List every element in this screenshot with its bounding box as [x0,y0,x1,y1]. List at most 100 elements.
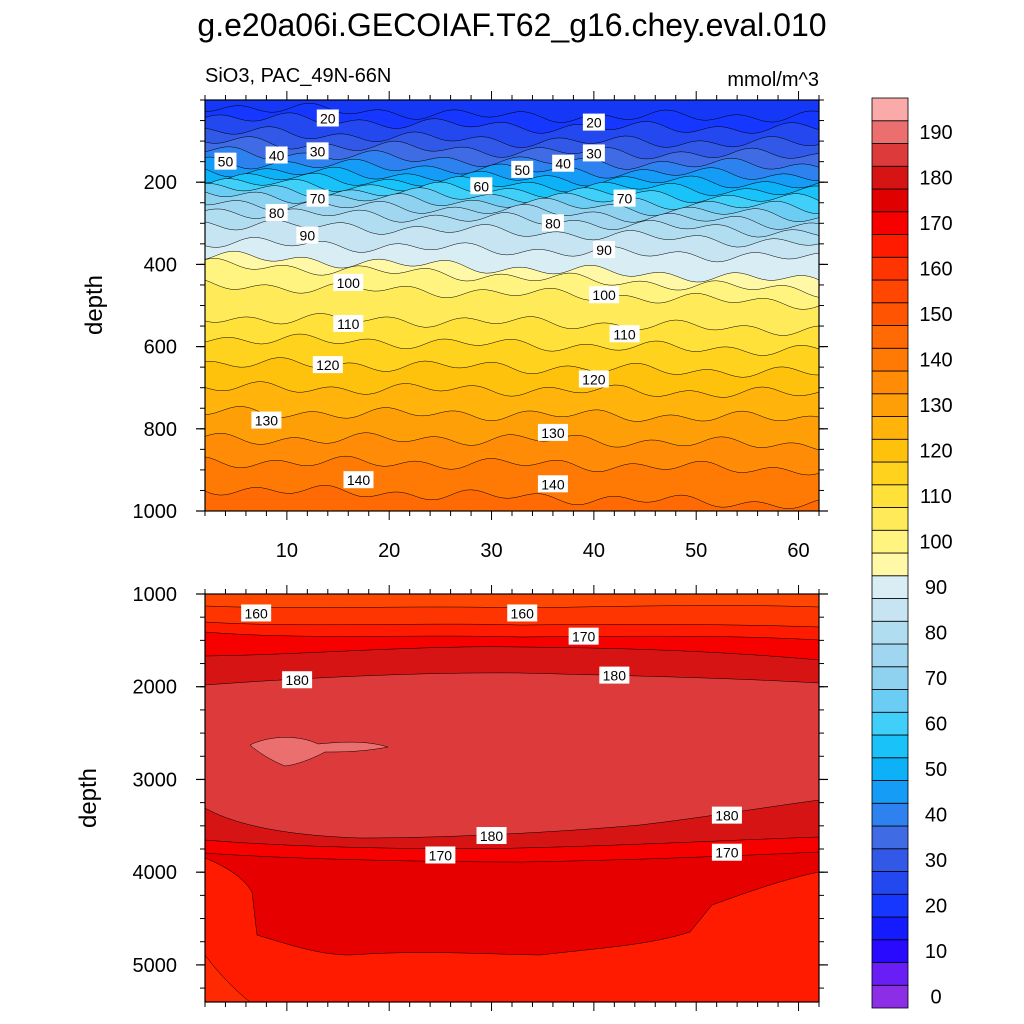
colorbar-swatch-160 [871,256,909,281]
x-tick-label: 40 [583,540,605,562]
upper-contour-label-16-text: 100 [592,287,616,303]
upper-contour-label-1-text: 20 [586,115,602,131]
y-tick-label: 4000 [133,862,178,884]
y-tick-label: 1000 [133,501,178,523]
colorbar-swatch-110 [871,484,909,508]
x-tick-label: 50 [685,540,707,562]
colorbar-swatch-90 [871,575,909,599]
colorbar-swatch-195 [871,97,909,122]
lower-contour-label-0: 160 [241,604,272,622]
upper-contour-label-19-text: 120 [316,357,340,373]
lower-contour-label-4-box [599,666,630,684]
upper-contour-label-13-text: 90 [300,228,316,244]
lower-contour-label-4: 180 [599,666,630,684]
upper-contour-label-3-text: 30 [586,145,602,161]
lower-contour-label-8-box [711,843,742,861]
colorbar-swatch-135 [871,370,909,395]
colorbar-swatch-0 [871,984,909,1009]
upper-ylabel: depth [81,275,108,335]
upper-contour-label-11: 80 [265,204,288,222]
colorbar-swatch-70 [871,666,909,690]
lower-ylabel: depth [75,768,102,828]
colorbar-swatch-170 [871,211,909,235]
y-tick-label: 2000 [133,677,178,699]
colorbar-label: 140 [919,350,952,372]
colorbar-label: 160 [919,259,952,281]
colorbar-label: 190 [919,122,952,144]
y-tick-label: 3000 [133,769,178,791]
upper-contour-label-2: 30 [306,142,329,160]
lower-fill-180 [205,672,819,839]
lower-contour-label-1-text: 160 [511,605,535,621]
subtitle-right: mmol/m^3 [727,69,819,91]
colorbar-swatch-60 [871,711,909,736]
upper-contour-label-7: 50 [511,160,534,178]
upper-contour-label-13-box [296,226,319,244]
colorbar-swatch-85 [871,598,909,622]
upper-contour-label-17-box [333,314,364,332]
upper-contour-label-8-box [470,177,493,195]
colorbar-swatch-95 [871,552,909,577]
lower-contour-label-5: 180 [476,827,507,845]
colorbar-swatch-140 [871,347,909,372]
x-tick-label: 20 [378,540,400,562]
upper-contour-label-21-box [251,411,282,429]
colorbar-swatch-155 [871,279,909,304]
lower-contour-label-7-text: 170 [429,847,453,863]
colorbar-swatch-20 [871,893,909,918]
lower-contour-label-6-text: 180 [715,808,739,824]
upper-contour-label-0-box [316,109,339,127]
lower-contour-label-0-box [241,604,272,622]
colorbar-label: 80 [925,623,947,645]
colorbar-swatch-65 [871,689,909,713]
colorbar-swatch-5 [871,962,909,986]
upper-contour-label-9-text: 70 [310,191,326,207]
lower-contour-label-8-text: 170 [715,845,739,861]
lower-contour-label-4-text: 180 [603,668,627,684]
upper-contour-label-17-text: 110 [337,316,360,332]
upper-contour-label-8: 60 [470,177,493,195]
colorbar-label: 20 [925,896,947,918]
lower-contour-label-7: 170 [425,846,456,864]
colorbar-swatch-130 [871,393,909,417]
subtitle-left: SiO3, PAC_49N-66N [205,65,391,87]
lower-contour-label-5-box [476,827,507,845]
upper-contour-label-15: 100 [333,273,364,291]
upper-contour-label-10: 70 [613,189,636,207]
colorbar-swatch-165 [871,234,909,258]
lower-contour-label-2-box [568,627,599,645]
upper-contour-label-0: 20 [316,109,339,127]
upper-contour-label-5-text: 40 [555,156,571,172]
lower-contour-label-2-text: 170 [572,629,596,645]
upper-contour-label-19: 120 [312,356,343,374]
colorbar-label: 60 [925,714,947,736]
colorbar-swatch-15 [871,916,909,941]
colorbar-swatch-55 [871,734,909,759]
colorbar-swatch-75 [871,643,909,668]
colorbar-swatch-175 [871,188,909,213]
upper-contour-label-4-text: 40 [269,147,285,163]
upper-panel: 20 20 30 30 40 40 50 50 60 70 70 80 80 90 90 100 100 110 1… [81,91,828,562]
upper-contour-label-9-box [306,189,329,207]
colorbar-swatch-10 [871,939,909,963]
upper-contour-label-4: 40 [265,146,288,164]
upper-contour-label-9: 70 [306,189,329,207]
colorbar-label: 50 [925,759,947,781]
colorbar-swatch-35 [871,825,909,850]
colorbar-swatch-25 [871,871,909,895]
upper-contour-label-3-box [582,144,605,162]
upper-contour-label-10-box [613,189,636,207]
upper-contour-label-10-text: 70 [617,191,633,207]
contour-fill-145 [205,485,819,511]
upper-contour-label-6: 50 [214,152,237,170]
x-tick-label: 60 [787,540,809,562]
lower-contour-label-5-text: 180 [480,828,504,844]
upper-contour-label-2-box [306,142,329,160]
colorbar-label: 90 [925,577,947,599]
lower-contour-label-3-box [282,671,313,689]
lower-contour-label-3: 180 [282,671,313,689]
upper-contour-label-1: 20 [582,113,605,131]
lower-contour-label-0-text: 160 [244,605,268,621]
colorbar-swatch-180 [871,165,909,190]
upper-contour-label-12-text: 80 [545,215,561,231]
